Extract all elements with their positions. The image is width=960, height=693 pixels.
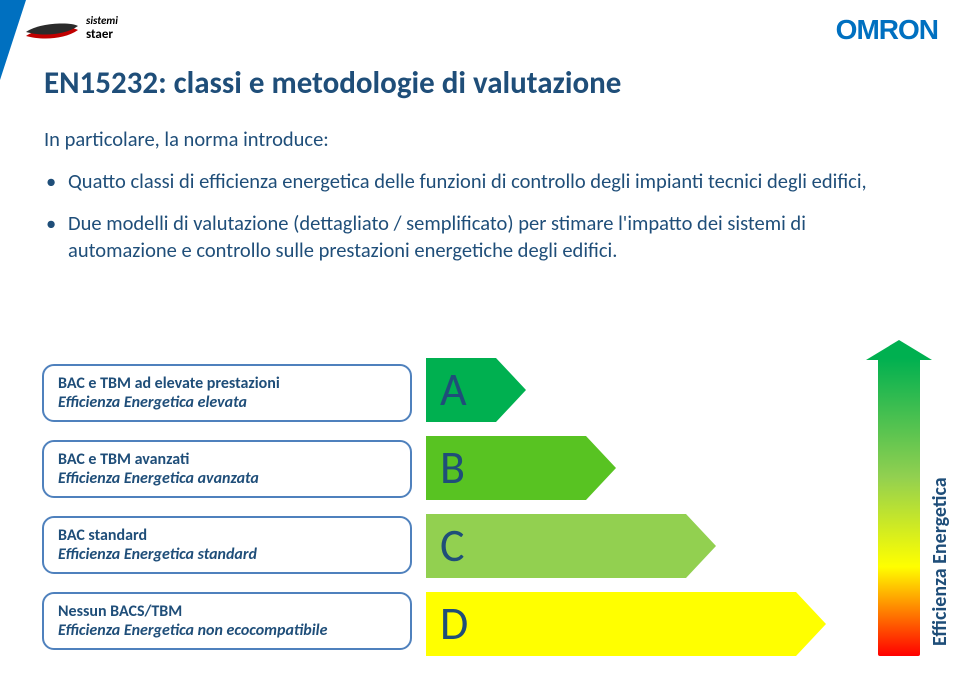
class-box-title: BAC e TBM ad elevate prestazioni: [58, 374, 396, 393]
class-box-c: BAC standard Efficienza Energetica stand…: [42, 516, 412, 574]
efficiency-bar-tip-icon: [866, 340, 932, 360]
class-box-title: Nessun BACS/TBM: [58, 602, 396, 621]
efficiency-gradient-bar: [878, 358, 920, 656]
logo-staer-text: sistemi staer: [86, 14, 118, 42]
rating-arrow-b: B: [426, 436, 616, 500]
class-box-subtitle: Efficienza Energetica non ecocompatibile: [58, 621, 396, 640]
intro-text: In particolare, la norma introduce:: [44, 126, 329, 152]
rating-arrows: A B C D: [426, 358, 856, 668]
efficiency-bar-label: Efficienza Energetica: [928, 477, 952, 646]
page-title: EN15232: classi e metodologie di valutaz…: [44, 64, 621, 102]
class-box-subtitle: Efficienza Energetica avanzata: [58, 469, 396, 488]
arrow-tip-icon: [796, 592, 826, 656]
arrow-tip-icon: [496, 358, 526, 422]
class-box-subtitle: Efficienza Energetica elevata: [58, 393, 396, 412]
logo-omron: OMRON: [836, 14, 938, 46]
arrow-tip-icon: [686, 514, 716, 578]
rating-label: B: [426, 436, 586, 500]
class-box-a: BAC e TBM ad elevate prestazioni Efficie…: [42, 364, 412, 422]
logo-staer: sistemi staer: [20, 6, 118, 50]
class-box-title: BAC e TBM avanzati: [58, 450, 396, 469]
rating-label: C: [426, 514, 686, 578]
rating-arrow-a: A: [426, 358, 526, 422]
bullet-item: Due modelli di valutazione (dettagliato …: [44, 210, 904, 265]
rating-arrow-c: C: [426, 514, 716, 578]
class-box-b: BAC e TBM avanzati Efficienza Energetica…: [42, 440, 412, 498]
class-box-title: BAC standard: [58, 526, 396, 545]
staer-swoosh-icon: [20, 6, 84, 50]
bullet-item: Quatto classi di efficienza energetica d…: [44, 168, 904, 196]
bullet-list: Quatto classi di efficienza energetica d…: [44, 168, 904, 279]
class-box-subtitle: Efficienza Energetica standard: [58, 545, 396, 564]
rating-label: D: [426, 592, 796, 656]
arrow-tip-icon: [586, 436, 616, 500]
rating-arrow-d: D: [426, 592, 826, 656]
class-boxes: BAC e TBM ad elevate prestazioni Efficie…: [42, 364, 412, 668]
class-box-d: Nessun BACS/TBM Efficienza Energetica no…: [42, 592, 412, 650]
header: sistemi staer OMRON: [0, 0, 960, 58]
rating-label: A: [426, 358, 496, 422]
